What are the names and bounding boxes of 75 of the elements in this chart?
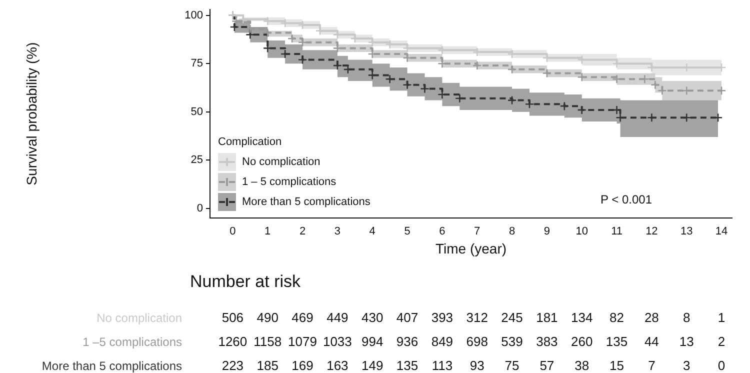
legend-title: Complication bbox=[218, 136, 283, 148]
text: 994 bbox=[362, 334, 384, 349]
text: 383 bbox=[536, 334, 558, 349]
text: 135 bbox=[396, 358, 418, 373]
text: 75 bbox=[504, 358, 520, 373]
text: 223 bbox=[222, 358, 244, 373]
y-tick-label: 75 bbox=[190, 58, 203, 70]
x-axis-title: Time (year) bbox=[435, 240, 507, 256]
x-tick-label: 12 bbox=[646, 226, 658, 238]
text: 8 bbox=[682, 310, 690, 325]
x-tick-label: 4 bbox=[369, 226, 376, 238]
text: 698 bbox=[466, 334, 488, 349]
x-tick-label: 10 bbox=[576, 226, 588, 238]
x-tick-label: 0 bbox=[230, 226, 236, 238]
text: 490 bbox=[256, 310, 278, 325]
text: 1260 bbox=[218, 334, 248, 349]
text: 469 bbox=[292, 310, 314, 325]
text: 134 bbox=[571, 310, 593, 325]
legend-label: More than 5 complications bbox=[242, 196, 370, 208]
y-axis-title: Survival probability (%) bbox=[23, 42, 40, 186]
text: 430 bbox=[362, 310, 384, 325]
x-tick-label: 6 bbox=[439, 226, 446, 238]
x-tick-label: 1 bbox=[264, 226, 271, 238]
text: Number at risk bbox=[190, 272, 301, 292]
y-tick-label: 100 bbox=[184, 9, 203, 22]
text: 849 bbox=[431, 334, 454, 349]
x-tick-label: 3 bbox=[334, 226, 341, 238]
text: 539 bbox=[501, 334, 523, 349]
text: 82 bbox=[610, 310, 624, 325]
text: 0 bbox=[718, 358, 726, 373]
text: 163 bbox=[326, 358, 348, 373]
text: 936 bbox=[396, 334, 418, 349]
text: 506 bbox=[222, 310, 244, 325]
text: 15 bbox=[610, 358, 624, 373]
text: 93 bbox=[470, 358, 484, 373]
text: 245 bbox=[501, 310, 523, 325]
text: 1 bbox=[718, 310, 726, 325]
x-tick-label: 5 bbox=[404, 226, 410, 238]
text: 57 bbox=[540, 358, 554, 373]
x-tick-label: 7 bbox=[474, 226, 480, 238]
x-tick-label: 14 bbox=[715, 226, 728, 238]
text: 7 bbox=[648, 358, 656, 373]
text: 3 bbox=[682, 358, 690, 373]
y-tick-label: 25 bbox=[190, 154, 203, 166]
text: 113 bbox=[432, 358, 453, 373]
annotation: P < 0.001 bbox=[600, 192, 652, 206]
text: 38 bbox=[574, 358, 590, 373]
text: 135 bbox=[606, 334, 628, 349]
x-tick-label: 13 bbox=[680, 226, 693, 238]
text: 185 bbox=[256, 358, 278, 373]
x-tick-label: 11 bbox=[611, 226, 622, 238]
text: 393 bbox=[431, 310, 454, 325]
x-tick-label: 2 bbox=[299, 226, 306, 238]
text: 44 bbox=[644, 334, 659, 349]
text: 1158 bbox=[254, 334, 282, 349]
y-tick-label: 50 bbox=[190, 106, 203, 118]
x-tick-label: 9 bbox=[544, 226, 550, 238]
y-tick-label: 0 bbox=[196, 202, 203, 214]
text: 407 bbox=[396, 310, 418, 325]
text: 181 bbox=[536, 310, 558, 325]
x-tick-label: 8 bbox=[508, 226, 516, 238]
text: 149 bbox=[362, 358, 384, 373]
text: 169 bbox=[292, 358, 314, 373]
legend-label: No complication bbox=[242, 156, 320, 168]
text: 1033 bbox=[322, 334, 352, 349]
text: 13 bbox=[679, 334, 694, 349]
text: 449 bbox=[326, 310, 348, 325]
text: 28 bbox=[644, 310, 659, 325]
legend-label: 1 – 5 complications bbox=[242, 176, 336, 188]
category-label: 1 –5 complications bbox=[82, 335, 182, 349]
text: 312 bbox=[466, 310, 488, 325]
text: 2 bbox=[718, 334, 726, 349]
text: 1079 bbox=[288, 334, 317, 349]
category-label: More than 5 complications bbox=[42, 359, 182, 373]
text: 260 bbox=[571, 334, 593, 349]
